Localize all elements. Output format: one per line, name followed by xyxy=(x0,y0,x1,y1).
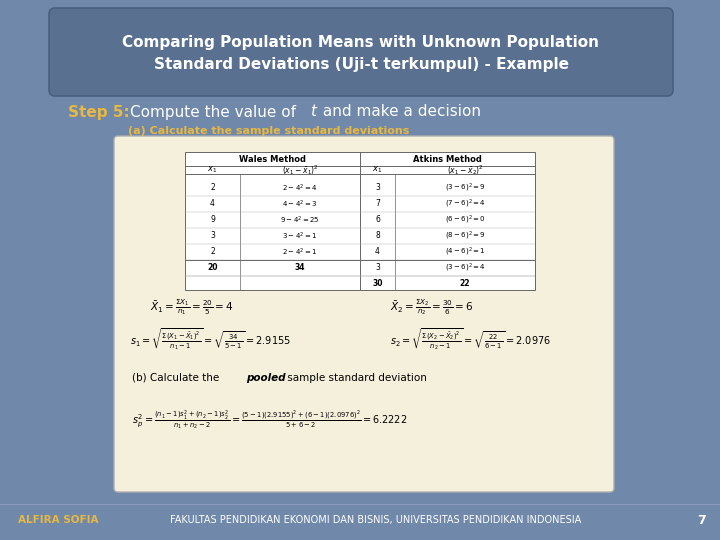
Text: Step 5:: Step 5: xyxy=(68,105,130,119)
Text: $(7 - 6)^2 = 4$: $(7 - 6)^2 = 4$ xyxy=(444,198,485,210)
Text: (b) Calculate the: (b) Calculate the xyxy=(132,373,222,383)
Text: $(x_1 - \bar{x}_1)^2$: $(x_1 - \bar{x}_1)^2$ xyxy=(282,163,318,177)
Text: 34: 34 xyxy=(294,264,305,273)
Text: $2 - 4^2 = 4$: $2 - 4^2 = 4$ xyxy=(282,183,318,194)
FancyBboxPatch shape xyxy=(49,8,673,96)
Text: 4: 4 xyxy=(210,199,215,208)
Text: t: t xyxy=(310,105,316,119)
Text: 4: 4 xyxy=(375,247,380,256)
Text: 2: 2 xyxy=(210,184,215,192)
Text: $s_2 = \sqrt{\frac{\Sigma(X_2 - \bar{X}_2)^2}{n_2 - 1}} = \sqrt{\frac{22}{6-1}} : $s_2 = \sqrt{\frac{\Sigma(X_2 - \bar{X}_… xyxy=(390,327,551,353)
Text: $(3 - 6)^2 = 4$: $(3 - 6)^2 = 4$ xyxy=(444,262,485,274)
Text: $(6 - 6)^2 = 0$: $(6 - 6)^2 = 0$ xyxy=(444,214,485,226)
Text: $\bar{X}_1 = \frac{\Sigma X_1}{n_1} = \frac{20}{5} = 4$: $\bar{X}_1 = \frac{\Sigma X_1}{n_1} = \f… xyxy=(150,297,234,317)
Text: $(x_1 - \bar{x}_2)^2$: $(x_1 - \bar{x}_2)^2$ xyxy=(446,163,483,177)
Text: 30: 30 xyxy=(372,280,383,288)
Text: 3: 3 xyxy=(210,232,215,240)
Text: 20: 20 xyxy=(207,264,217,273)
Text: 7: 7 xyxy=(375,199,380,208)
Text: and make a decision: and make a decision xyxy=(318,105,481,119)
Text: $(8 - 6)^2 = 9$: $(8 - 6)^2 = 9$ xyxy=(444,230,485,242)
Text: Wales Method: Wales Method xyxy=(239,156,306,165)
Text: $(4 - 6)^2 = 1$: $(4 - 6)^2 = 1$ xyxy=(445,246,485,258)
Text: ALFIRA SOFIA: ALFIRA SOFIA xyxy=(18,515,99,525)
Text: 6: 6 xyxy=(375,215,380,225)
Text: 3: 3 xyxy=(375,184,380,192)
Text: $2 - 4^2 = 1$: $2 - 4^2 = 1$ xyxy=(282,246,318,258)
Text: $x_1$: $x_1$ xyxy=(207,165,217,176)
Text: $(3 - 6)^2 = 9$: $(3 - 6)^2 = 9$ xyxy=(444,182,485,194)
Text: 9: 9 xyxy=(210,215,215,225)
Text: 2: 2 xyxy=(210,247,215,256)
Text: Comparing Population Means with Unknown Population: Comparing Population Means with Unknown … xyxy=(122,35,600,50)
Text: $x_1$: $x_1$ xyxy=(372,165,382,176)
Text: Standard Deviations (Uji-t terkumpul) - Example: Standard Deviations (Uji-t terkumpul) - … xyxy=(153,57,569,71)
Text: 7: 7 xyxy=(697,514,706,526)
Text: $4 - 4^2 = 3$: $4 - 4^2 = 3$ xyxy=(282,198,318,210)
Text: Atkins Method: Atkins Method xyxy=(413,156,482,165)
Text: sample standard deviation: sample standard deviation xyxy=(284,373,427,383)
Text: Compute the value of: Compute the value of xyxy=(130,105,301,119)
Text: $s_p^2 = \frac{(n_1 - 1)s_1^2 + (n_2 - 1)s_2^2}{n_1 + n_2 - 2} = \frac{(5-1)(2.9: $s_p^2 = \frac{(n_1 - 1)s_1^2 + (n_2 - 1… xyxy=(132,408,408,431)
Text: $3 - 4^2 = 1$: $3 - 4^2 = 1$ xyxy=(282,231,318,241)
Text: (a) Calculate the sample standard deviations: (a) Calculate the sample standard deviat… xyxy=(128,126,410,136)
Text: pooled: pooled xyxy=(246,373,286,383)
Bar xyxy=(185,152,535,290)
Text: 3: 3 xyxy=(375,264,380,273)
Text: $s_1 = \sqrt{\frac{\Sigma(X_1 - \bar{X}_1)^2}{n_1 - 1}} = \sqrt{\frac{34}{5-1}} : $s_1 = \sqrt{\frac{\Sigma(X_1 - \bar{X}_… xyxy=(130,327,291,353)
FancyBboxPatch shape xyxy=(114,136,614,492)
Text: $9 - 4^2 = 25$: $9 - 4^2 = 25$ xyxy=(280,214,320,226)
Text: 22: 22 xyxy=(460,280,470,288)
Text: FAKULTAS PENDIDIKAN EKONOMI DAN BISNIS, UNIVERSITAS PENDIDIKAN INDONESIA: FAKULTAS PENDIDIKAN EKONOMI DAN BISNIS, … xyxy=(170,515,581,525)
Text: $\bar{X}_2 = \frac{\Sigma X_2}{n_2} = \frac{30}{6} = 6$: $\bar{X}_2 = \frac{\Sigma X_2}{n_2} = \f… xyxy=(390,297,474,317)
Text: 8: 8 xyxy=(375,232,380,240)
